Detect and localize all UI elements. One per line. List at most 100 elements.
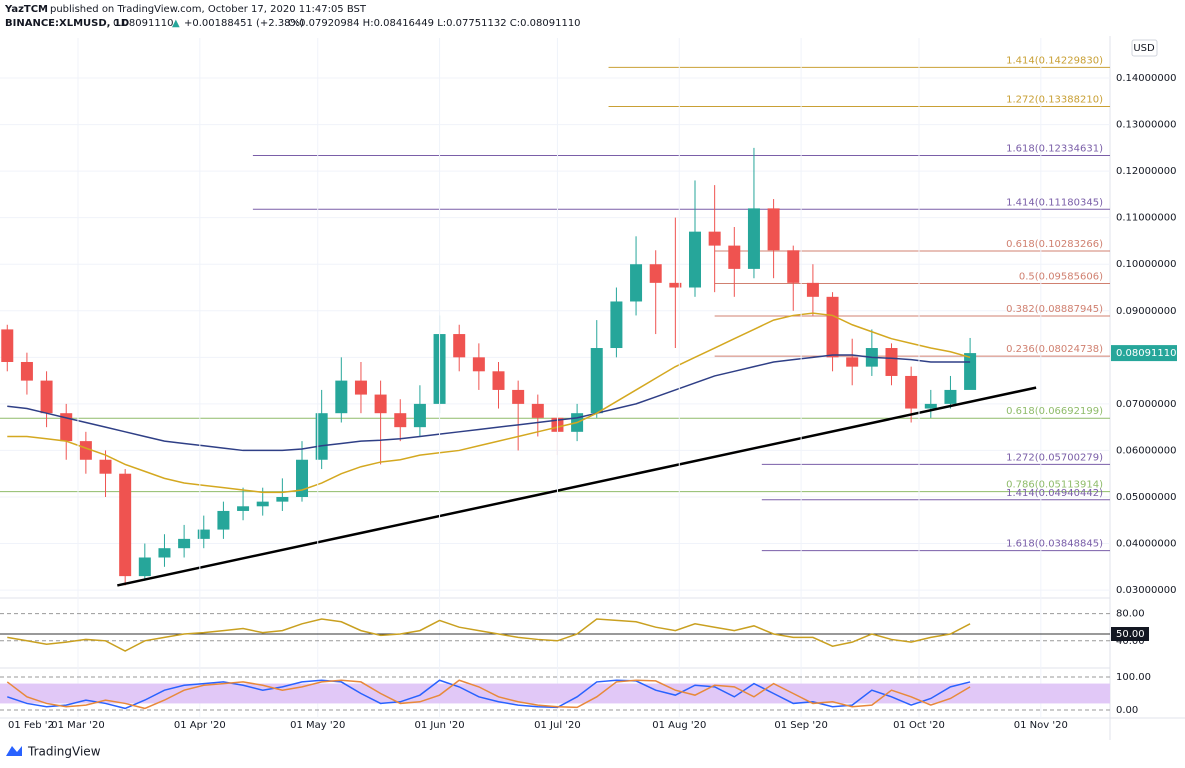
candle-body (40, 380, 53, 414)
x-tick-label: 01 Oct '20 (893, 720, 945, 731)
y-tick-label: 100.00 (1116, 672, 1151, 683)
moving-average (7, 312, 971, 494)
candle-body (1, 329, 14, 362)
candle-body (276, 496, 289, 502)
candle-body (354, 380, 367, 395)
fib-label: 0.5(0.09585606) (1019, 272, 1103, 283)
candle-body (669, 282, 682, 288)
stoch-line (6, 679, 971, 710)
x-tick-label: 01 Apr '20 (174, 720, 226, 731)
candle-body (413, 403, 426, 428)
trendline (117, 386, 1037, 587)
author: YazTCM (4, 4, 48, 15)
candle-body (315, 413, 328, 460)
candle-body (492, 371, 505, 390)
candle-body (610, 301, 623, 349)
candle-body (472, 357, 485, 372)
x-tick-label: 01 Mar '20 (51, 720, 104, 731)
tick-box (1111, 627, 1149, 641)
candle-body (335, 380, 348, 414)
candle-body (531, 403, 544, 418)
fib-label: 0.618(0.10283266) (1006, 239, 1103, 250)
fib-label: 0.382(0.08887945) (1006, 304, 1103, 315)
fib-label: 1.414(0.11180345) (1006, 197, 1103, 208)
x-tick-label: 01 Jul '20 (534, 720, 581, 731)
currency: USD (1133, 43, 1155, 54)
currency-box (1131, 39, 1158, 57)
y-tick-label: 0.09000000 (1116, 306, 1176, 317)
candle-body (924, 403, 937, 409)
fib-label: 0.618(0.06692199) (1006, 406, 1103, 417)
candle-body (256, 501, 269, 507)
fib-label: 1.272(0.05700279) (1006, 452, 1103, 463)
candle-body (374, 394, 387, 414)
candle-body (119, 473, 132, 577)
arrow: ▲ (172, 18, 180, 29)
x-tick-label: 01 Nov '20 (1014, 720, 1068, 731)
candle-body (217, 510, 230, 530)
x-tick-label: 01 Sep '20 (774, 720, 827, 731)
y-tick-label: 0.06000000 (1116, 445, 1176, 456)
y-tick-label: 0.03000000 (1116, 585, 1176, 596)
fib-label: 1.414(0.14229830) (1006, 55, 1103, 66)
candle-body (296, 459, 309, 497)
fib-label: 0.236(0.08024738) (1006, 344, 1103, 355)
published: published on TradingView.com, October 17… (50, 4, 367, 15)
change: +0.00188451 (+2.38%) (184, 18, 304, 29)
x-tick-label: 01 Aug '20 (652, 720, 706, 731)
candle-body (60, 413, 73, 442)
candle-body (964, 353, 977, 390)
fib-label: 1.618(0.12334631) (1006, 144, 1103, 155)
candle-body (826, 296, 839, 358)
y-tick-label: 0.04000000 (1116, 539, 1176, 550)
candle-body (905, 375, 918, 409)
candle-body (590, 348, 603, 414)
candle-body (767, 208, 780, 251)
candle-body (747, 208, 760, 269)
last: 0.08091110 (113, 18, 173, 29)
candle-body (79, 441, 92, 460)
last-price-box (1111, 345, 1177, 362)
fib-label: 1.618(0.03848845) (1006, 539, 1103, 550)
y-tick-label: 40.00 (1116, 636, 1145, 647)
candle-body (20, 361, 33, 381)
y-tick-label: 50.00 (1116, 629, 1145, 640)
candle-body (787, 250, 800, 283)
candle-body (178, 538, 191, 549)
candle-body (649, 264, 662, 283)
candle-body (197, 529, 210, 539)
candle-body (885, 348, 898, 376)
y-tick-label: 0.10000000 (1116, 259, 1176, 270)
candle-body (708, 231, 721, 246)
moving-average (7, 354, 971, 452)
fib-label: 1.414(0.04940442) (1006, 488, 1103, 499)
fib-label: 1.272(0.13388210) (1006, 95, 1103, 106)
y-tick-label: 0.12000000 (1116, 166, 1176, 177)
candle-body (394, 413, 407, 428)
x-tick-label: 01 Feb '2 (8, 720, 54, 731)
y-tick-label: 0.00 (1116, 705, 1138, 716)
rsi-line (7, 618, 971, 652)
price-pane (0, 66, 1110, 591)
candle-body (944, 389, 957, 404)
ohlc: O:0.07920984 H:0.08416449 L:0.07751132 C… (288, 18, 581, 29)
symbol: BINANCE:XLMUSD, 1D (5, 18, 129, 29)
candle-body (158, 548, 171, 558)
candle-body (512, 389, 525, 404)
brand: TradingView (27, 745, 101, 759)
last-price-label: 0.08091110 (1116, 348, 1176, 359)
y-tick-label: 0.07000000 (1116, 399, 1176, 410)
x-tick-label: 01 Jun '20 (414, 720, 464, 731)
candle-body (728, 245, 741, 269)
fib-label: 0.786(0.05113914) (1006, 480, 1103, 491)
candle-body (99, 459, 112, 474)
y-tick-label: 0.05000000 (1116, 492, 1176, 503)
y-tick-label: 0.14000000 (1116, 73, 1176, 84)
candle-body (138, 557, 151, 577)
candle-body (237, 506, 250, 511)
candle-body (689, 231, 702, 288)
candle-body (806, 282, 819, 297)
x-tick-label: 01 May '20 (290, 720, 345, 731)
